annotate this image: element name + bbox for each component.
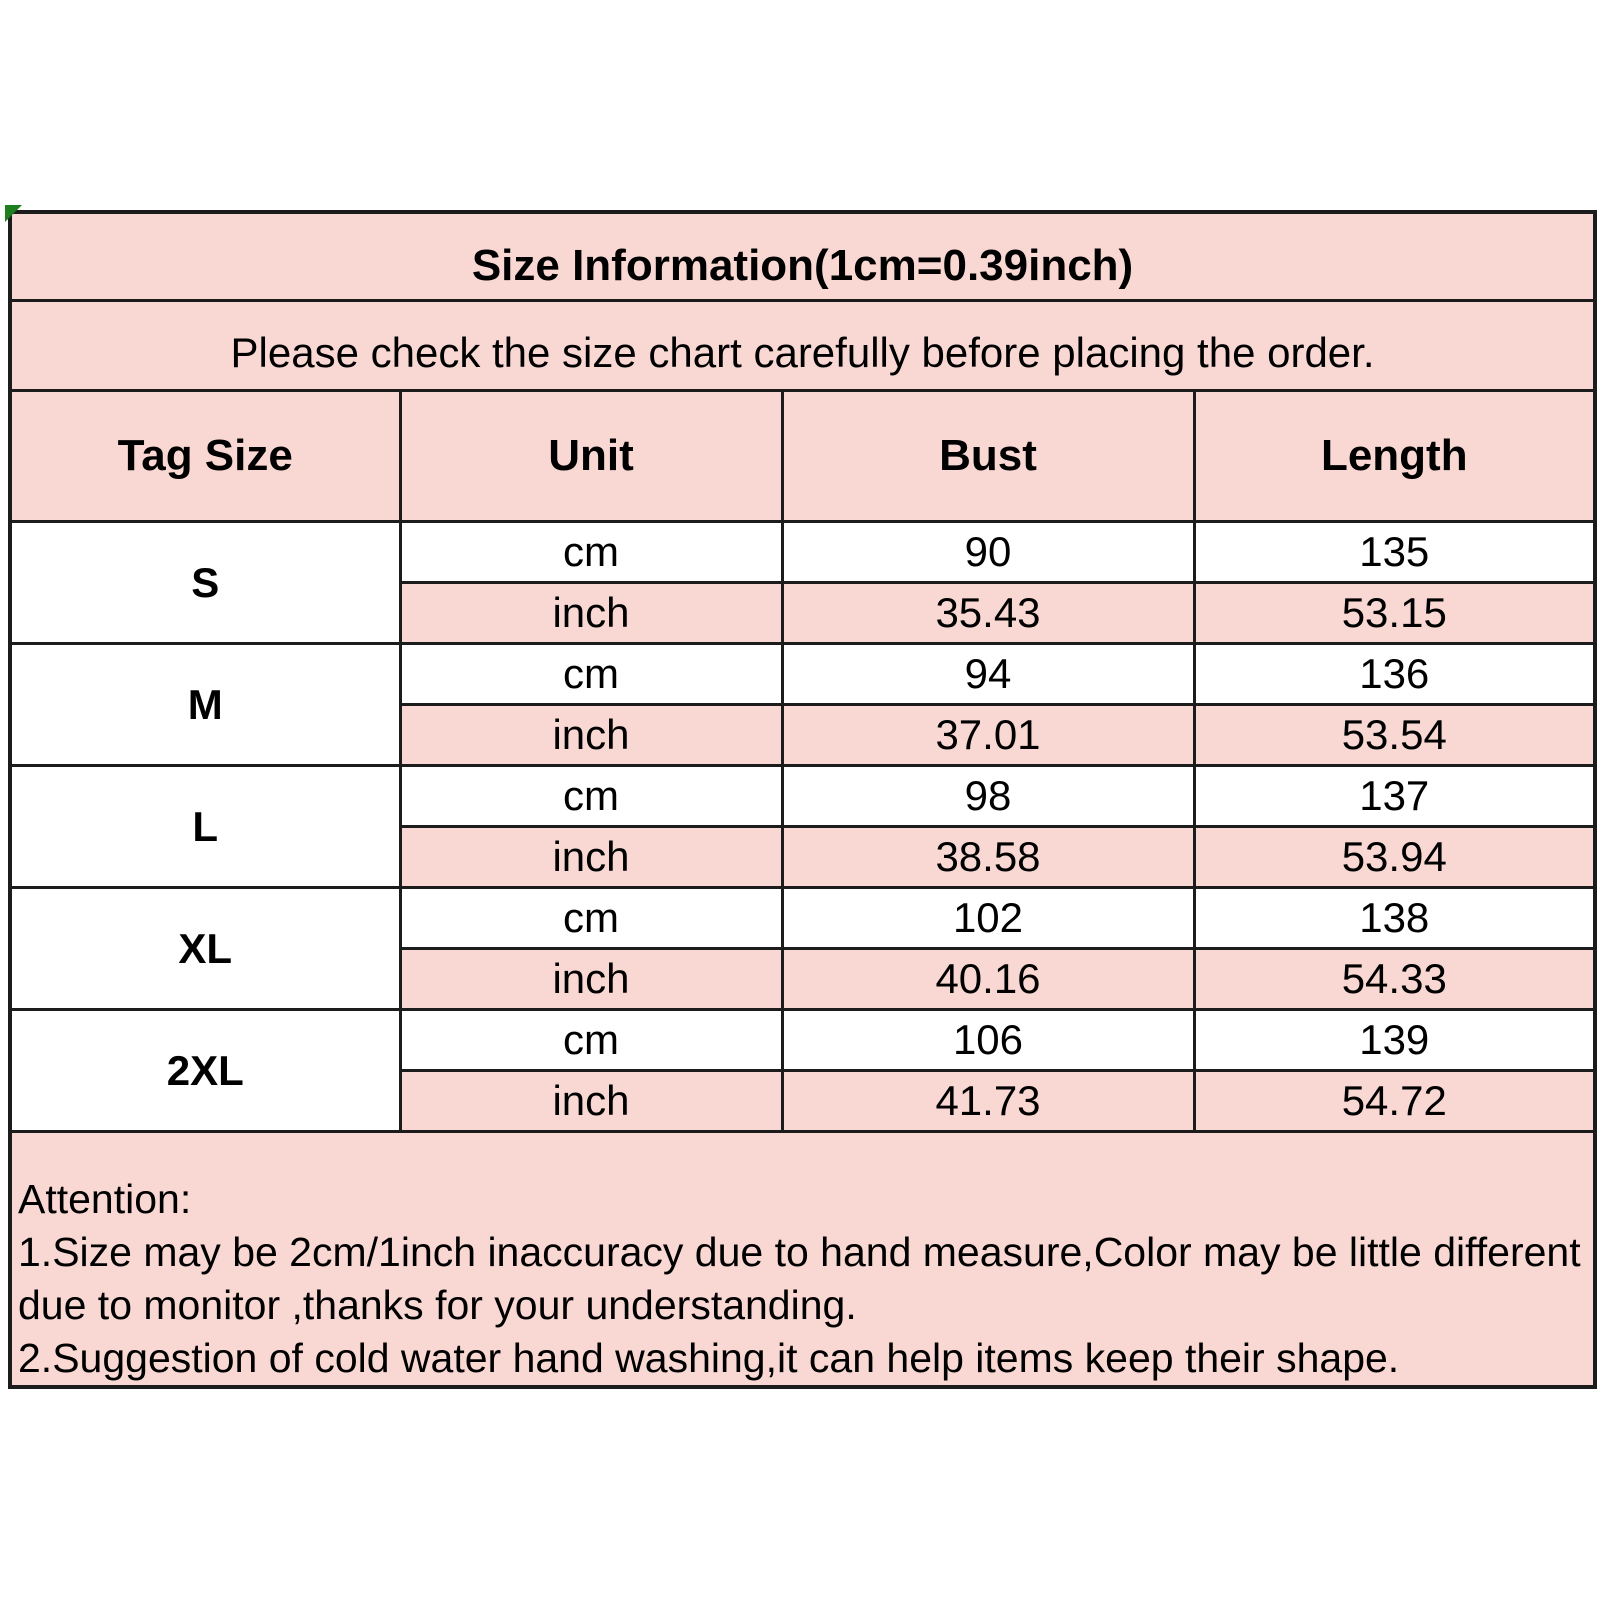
attention-note-1: 1.Size may be 2cm/1inch inaccuracy due t… <box>18 1229 1581 1328</box>
title-row: Size Information(1cm=0.39inch) <box>8 210 1597 302</box>
length-s-inch: 53.15 <box>1192 581 1597 645</box>
length-2xl-inch: 54.72 <box>1192 1069 1597 1133</box>
size-row-2xl-cm: 2XL cm 106 139 <box>8 1008 1597 1133</box>
column-header-bust: Bust <box>780 389 1196 523</box>
length-m-inch: 53.54 <box>1192 703 1597 767</box>
column-header-unit: Unit <box>398 389 784 523</box>
length-l-inch: 53.94 <box>1192 825 1597 889</box>
column-header-row: Tag Size Unit Bust Length <box>8 389 1597 523</box>
unit-label-l-cm: cm <box>398 764 784 828</box>
bust-s-inch: 35.43 <box>780 581 1196 645</box>
attention-heading: Attention: <box>18 1176 192 1222</box>
unit-label-m-cm: cm <box>398 642 784 706</box>
size-row-2xl-inch: inch 41.73 54.72 <box>10 1069 1597 1133</box>
unit-label-m-inch: inch <box>398 703 784 767</box>
size-row-m-inch: inch 37.01 53.54 <box>10 703 1597 767</box>
table-title: Size Information(1cm=0.39inch) <box>8 210 1597 302</box>
bust-m-cm: 94 <box>780 642 1196 706</box>
length-l-cm: 137 <box>1192 764 1597 828</box>
tag-size-m: M <box>8 642 402 767</box>
attention-cell: Attention: 1.Size may be 2cm/1inch inacc… <box>8 1130 1597 1389</box>
table-subtitle: Please check the size chart carefully be… <box>8 299 1597 392</box>
length-2xl-cm: 139 <box>1192 1008 1597 1072</box>
unit-label-2xl-inch: inch <box>398 1069 784 1133</box>
tag-size-2xl: 2XL <box>8 1008 402 1133</box>
bust-xl-inch: 40.16 <box>780 947 1196 1011</box>
size-table: Size Information(1cm=0.39inch) Please ch… <box>8 210 1598 1389</box>
unit-label-s-inch: inch <box>398 581 784 645</box>
size-row-xl-cm: XL cm 102 138 <box>8 886 1597 1011</box>
bust-2xl-cm: 106 <box>780 1008 1196 1072</box>
size-row-s-inch: inch 35.43 53.15 <box>10 581 1597 645</box>
unit-label-l-inch: inch <box>398 825 784 889</box>
column-header-tag-size: Tag Size <box>8 389 402 523</box>
corner-marker-icon <box>5 205 22 222</box>
length-xl-inch: 54.33 <box>1192 947 1597 1011</box>
bust-2xl-inch: 41.73 <box>780 1069 1196 1133</box>
unit-label-xl-cm: cm <box>398 886 784 950</box>
attention-row: Attention: 1.Size may be 2cm/1inch inacc… <box>8 1130 1597 1389</box>
tag-size-xl: XL <box>8 886 402 1011</box>
bust-m-inch: 37.01 <box>780 703 1196 767</box>
unit-label-2xl-cm: cm <box>398 1008 784 1072</box>
bust-l-inch: 38.58 <box>780 825 1196 889</box>
size-row-s-cm: S cm 90 135 <box>8 520 1597 645</box>
length-s-cm: 135 <box>1192 520 1597 584</box>
column-header-length: Length <box>1192 389 1597 523</box>
subtitle-row: Please check the size chart carefully be… <box>8 299 1597 392</box>
size-row-l-inch: inch 38.58 53.94 <box>10 825 1597 889</box>
tag-size-s: S <box>8 520 402 645</box>
bust-s-cm: 90 <box>780 520 1196 584</box>
length-m-cm: 136 <box>1192 642 1597 706</box>
size-row-xl-inch: inch 40.16 54.33 <box>10 947 1597 1011</box>
length-xl-cm: 138 <box>1192 886 1597 950</box>
bust-xl-cm: 102 <box>780 886 1196 950</box>
size-row-l-cm: L cm 98 137 <box>8 764 1597 889</box>
size-row-m-cm: M cm 94 136 <box>8 642 1597 767</box>
bust-l-cm: 98 <box>780 764 1196 828</box>
attention-note-2: 2.Suggestion of cold water hand washing,… <box>18 1335 1400 1381</box>
unit-label-xl-inch: inch <box>398 947 784 1011</box>
tag-size-l: L <box>8 764 402 889</box>
unit-label-s-cm: cm <box>398 520 784 584</box>
